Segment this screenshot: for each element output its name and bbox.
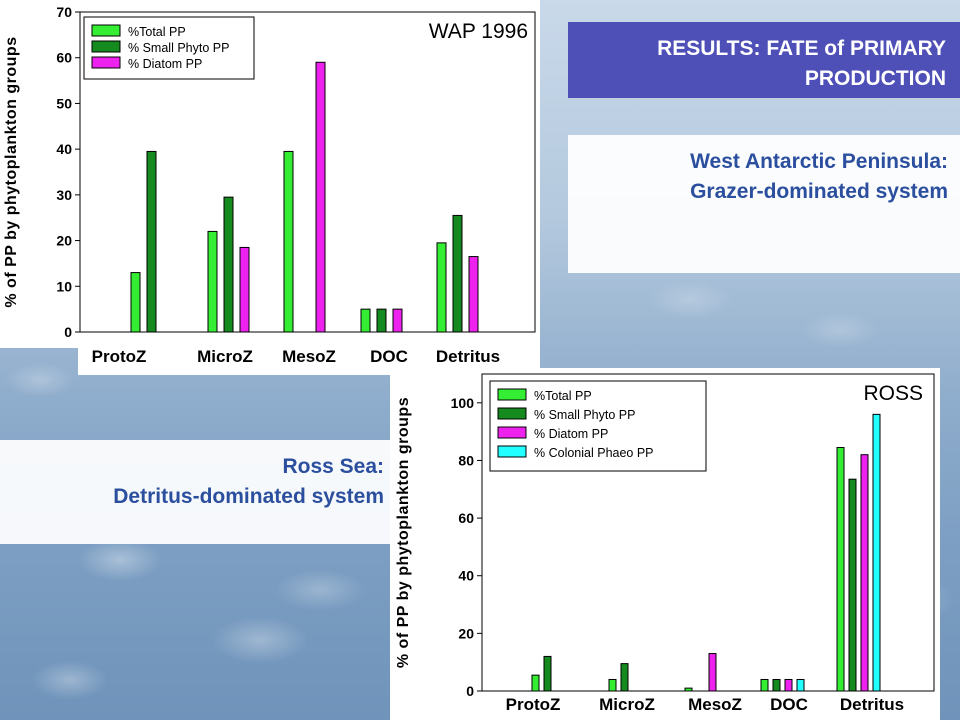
- ross-category-label: DOC: [770, 695, 808, 714]
- ross-bar: [836, 446, 845, 692]
- wap-category-label: MesoZ: [282, 347, 336, 366]
- wap-bar: [468, 256, 479, 333]
- wap-legend-label: %Total PP: [128, 25, 186, 39]
- ross-y-axis-label: % of PP by phytoplankton groups: [395, 397, 412, 668]
- wap-legend-label: % Small Phyto PP: [128, 41, 229, 55]
- ross-category-label: ProtoZ: [506, 695, 561, 714]
- ross-category-label: MicroZ: [599, 695, 655, 714]
- ross-legend-label: % Small Phyto PP: [534, 408, 635, 422]
- wap-bar: [223, 196, 234, 333]
- ross-ytick-label: 0: [466, 683, 474, 699]
- ross-bar: [760, 678, 769, 692]
- ross-legend-swatch: [497, 426, 527, 439]
- ross-bar: [531, 674, 540, 692]
- wap-ytick-label: 40: [56, 141, 72, 157]
- wap-ytick-label: 20: [56, 233, 72, 249]
- wap-ylabel-panel: [0, 0, 78, 348]
- results-title-line2: PRODUCTION: [804, 67, 946, 90]
- ross-chart: 0 20 40 60 80 100 % of PP by phytoplankton gro…: [390, 368, 940, 720]
- ross-bar: [620, 663, 629, 692]
- wap-legend-swatch: [91, 56, 121, 69]
- ross-plot-frame: [481, 373, 935, 692]
- wap-ytick-label: 60: [56, 50, 72, 66]
- ross-legend-label: % Diatom PP: [534, 427, 608, 441]
- ross-bar: [608, 678, 617, 692]
- ross-caption-line1: Ross Sea:: [282, 455, 384, 478]
- wap-category-label: ProtoZ: [92, 347, 147, 366]
- ross-category-label: MesoZ: [688, 695, 742, 714]
- wap-caption-box: West Antarctic Peninsula: Grazer-dominat…: [568, 135, 960, 273]
- ross-caption-line2: Detritus-dominated system: [113, 485, 384, 508]
- results-title-line1: RESULTS: FATE of PRIMARY: [657, 37, 946, 60]
- wap-legend-swatch: [91, 40, 121, 53]
- ross-ytick-label: 100: [451, 395, 475, 411]
- wap-caption-line1: West Antarctic Peninsula:: [690, 150, 948, 173]
- ross-ytick-label: 20: [458, 625, 474, 641]
- ross-ylabel-panel: [390, 368, 480, 720]
- wap-category-label: Detritus: [436, 347, 500, 366]
- wap-bar: [130, 272, 141, 333]
- wap-ytick-label: 50: [56, 95, 72, 111]
- ross-bar: [772, 678, 781, 692]
- wap-bar: [207, 230, 218, 333]
- ross-legend-label: % Colonial Phaeo PP: [534, 446, 654, 460]
- ross-bar: [796, 678, 805, 692]
- ross-bar: [784, 678, 793, 692]
- ross-chart-title: ROSS: [863, 382, 923, 405]
- wap-plot-frame: [79, 11, 536, 333]
- wap-1996-chart: 0 10 20 30 40 50 60 70 % of PP by phytoplankton …: [0, 0, 540, 375]
- wap-bar: [436, 242, 447, 333]
- ross-legend-swatch: [497, 407, 527, 420]
- wap-caption-line2: Grazer-dominated system: [690, 180, 948, 203]
- ross-ytick-label: 80: [458, 452, 474, 468]
- ross-bar: [872, 413, 881, 692]
- wap-bar: [360, 308, 371, 333]
- wap-ytick-label: 70: [56, 4, 72, 20]
- wap-bar: [376, 308, 387, 333]
- ross-caption-box: Ross Sea: Detritus-dominated system: [0, 440, 392, 544]
- ross-bar: [860, 454, 869, 692]
- wap-bar: [315, 61, 326, 333]
- ross-legend-swatch: [497, 445, 527, 458]
- wap-bar: [452, 214, 463, 333]
- wap-ytick-label: 30: [56, 187, 72, 203]
- wap-category-label: DOC: [370, 347, 408, 366]
- results-title-box: RESULTS: FATE of PRIMARY PRODUCTION: [568, 22, 960, 98]
- ross-ytick-label: 60: [458, 510, 474, 526]
- ross-ytick-label: 40: [458, 568, 474, 584]
- wap-bar: [283, 150, 294, 333]
- wap-ytick-label: 0: [64, 324, 72, 340]
- wap-ytick-label: 10: [56, 278, 72, 294]
- wap-y-axis-label: % of PP by phytoplankton groups: [3, 36, 20, 307]
- wap-bar: [146, 150, 157, 333]
- wap-bar: [392, 308, 403, 333]
- wap-category-label: MicroZ: [197, 347, 253, 366]
- wap-chart-title: WAP 1996: [429, 20, 528, 43]
- ross-legend-label: %Total PP: [534, 389, 592, 403]
- ross-legend-swatch: [497, 388, 527, 401]
- ross-bar: [708, 653, 717, 692]
- ross-category-label: Detritus: [840, 695, 904, 714]
- wap-legend-swatch: [91, 24, 121, 37]
- ross-bar: [684, 687, 693, 692]
- ross-bar: [848, 478, 857, 692]
- ross-bar: [543, 655, 552, 692]
- wap-bar: [239, 246, 250, 333]
- wap-legend-label: % Diatom PP: [128, 57, 202, 71]
